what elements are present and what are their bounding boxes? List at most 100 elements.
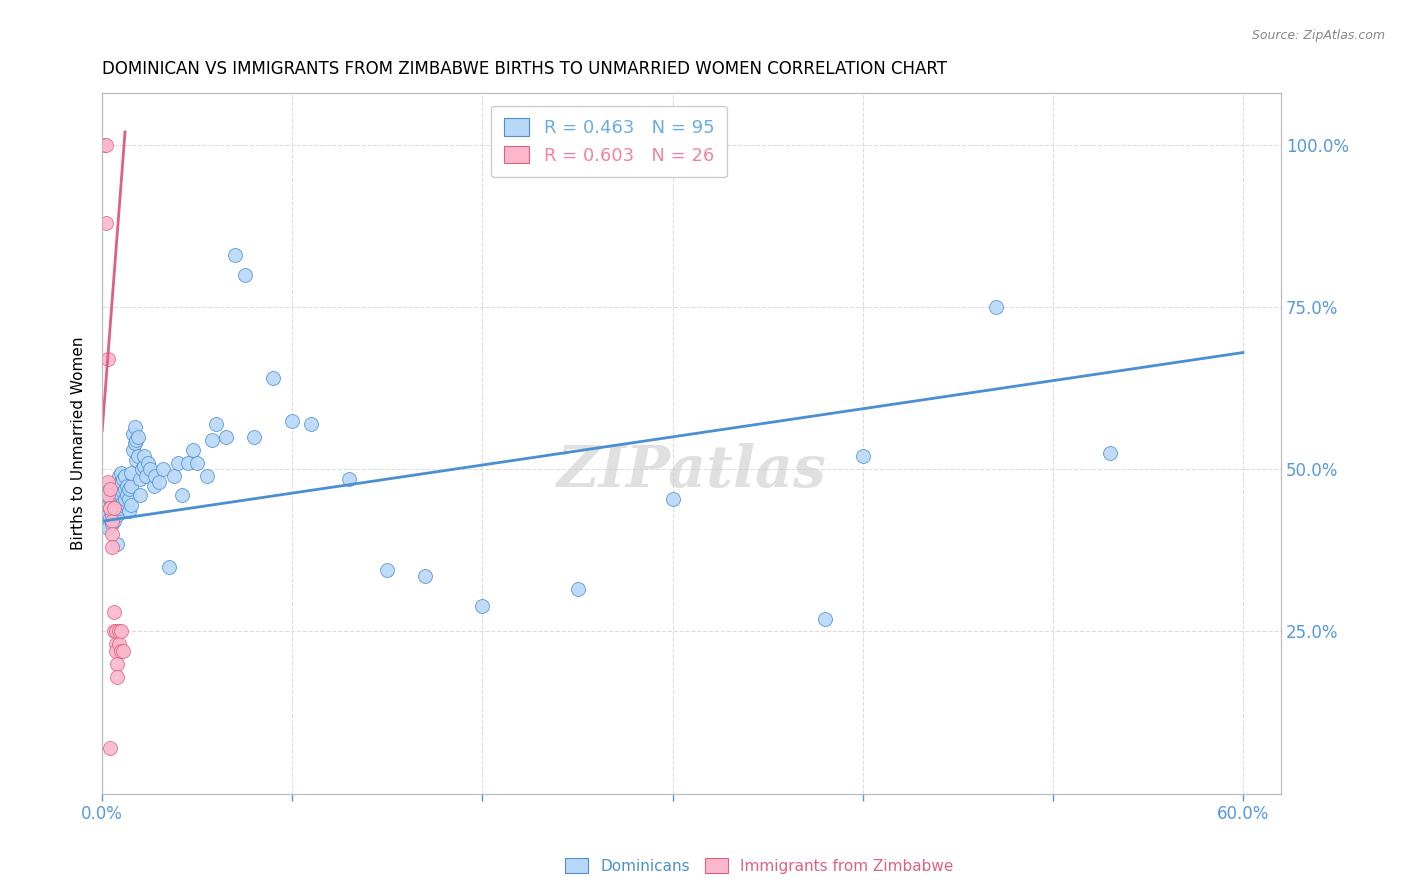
Point	[205, 417, 228, 431]
Point	[110, 644, 132, 658]
Point	[163, 468, 186, 483]
Point	[103, 501, 125, 516]
Point	[108, 624, 131, 639]
Point	[814, 611, 837, 625]
Point	[195, 468, 218, 483]
Point	[97, 351, 120, 366]
Point	[127, 430, 149, 444]
Point	[98, 482, 121, 496]
Point	[107, 508, 129, 522]
Point	[107, 494, 129, 508]
Point	[107, 657, 129, 671]
Point	[94, 501, 117, 516]
Point	[103, 485, 125, 500]
Point	[100, 498, 122, 512]
Point	[94, 517, 117, 532]
Point	[98, 501, 121, 516]
Point	[567, 582, 589, 597]
Legend: Dominicans, Immigrants from Zimbabwe: Dominicans, Immigrants from Zimbabwe	[558, 852, 960, 880]
Point	[281, 414, 304, 428]
Point	[120, 466, 142, 480]
Point	[170, 488, 193, 502]
Point	[93, 508, 115, 522]
Point	[183, 442, 205, 457]
Point	[262, 371, 284, 385]
Point	[337, 472, 360, 486]
Point	[112, 472, 135, 486]
Point	[118, 491, 141, 506]
Point	[121, 442, 143, 457]
Point	[98, 511, 121, 525]
Point	[1098, 446, 1121, 460]
Point	[125, 433, 148, 447]
Point	[108, 468, 131, 483]
Point	[98, 501, 121, 516]
Point	[107, 537, 129, 551]
Point	[114, 482, 136, 496]
Point	[97, 498, 120, 512]
Point	[98, 482, 121, 496]
Point	[299, 417, 322, 431]
Point	[852, 450, 875, 464]
Point	[100, 527, 122, 541]
Point	[103, 514, 125, 528]
Point	[94, 216, 117, 230]
Point	[145, 468, 167, 483]
Text: ZIPatlas: ZIPatlas	[557, 443, 827, 500]
Point	[118, 482, 141, 496]
Point	[131, 462, 153, 476]
Point	[100, 514, 122, 528]
Point	[186, 456, 208, 470]
Point	[201, 433, 224, 447]
Point	[100, 508, 122, 522]
Point	[97, 508, 120, 522]
Point	[104, 624, 127, 639]
Point	[157, 559, 180, 574]
Point	[124, 436, 146, 450]
Point	[112, 644, 135, 658]
Point	[167, 456, 190, 470]
Point	[142, 478, 165, 492]
Point	[125, 452, 148, 467]
Point	[115, 488, 138, 502]
Point	[984, 300, 1007, 314]
Point	[136, 456, 159, 470]
Point	[243, 430, 266, 444]
Point	[118, 504, 141, 518]
Point	[97, 475, 120, 490]
Point	[127, 450, 149, 464]
Point	[100, 540, 122, 554]
Point	[110, 488, 132, 502]
Point	[661, 491, 683, 506]
Point	[152, 462, 174, 476]
Point	[103, 624, 125, 639]
Point	[135, 468, 157, 483]
Point	[98, 491, 121, 506]
Point	[471, 599, 494, 613]
Point	[114, 491, 136, 506]
Point	[132, 458, 155, 473]
Point	[104, 498, 127, 512]
Point	[415, 569, 437, 583]
Point	[108, 501, 131, 516]
Point	[104, 644, 127, 658]
Point	[124, 420, 146, 434]
Point	[104, 637, 127, 651]
Point	[110, 624, 132, 639]
Point	[103, 494, 125, 508]
Point	[120, 498, 142, 512]
Point	[98, 501, 121, 516]
Point	[104, 488, 127, 502]
Point	[100, 488, 122, 502]
Point	[94, 137, 117, 152]
Point	[233, 268, 256, 282]
Text: DOMINICAN VS IMMIGRANTS FROM ZIMBABWE BIRTHS TO UNMARRIED WOMEN CORRELATION CHAR: DOMINICAN VS IMMIGRANTS FROM ZIMBABWE BI…	[103, 60, 948, 78]
Point	[121, 426, 143, 441]
Point	[112, 485, 135, 500]
Point	[93, 137, 115, 152]
Point	[94, 494, 117, 508]
Point	[110, 498, 132, 512]
Point	[100, 517, 122, 532]
Point	[97, 521, 120, 535]
Point	[97, 488, 120, 502]
